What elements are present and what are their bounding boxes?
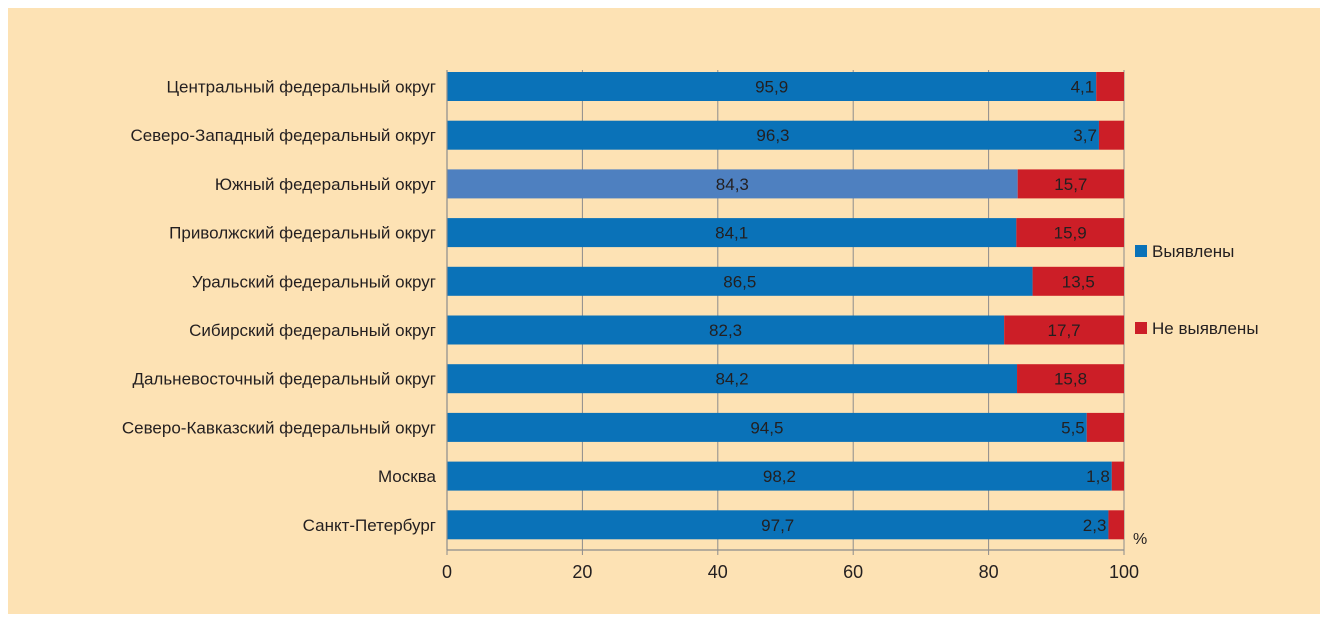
bar-not-detected <box>1017 364 1124 394</box>
data-label-not-detected: 17,7 <box>1048 321 1081 340</box>
category-label: Сибирский федеральный округ <box>189 321 436 340</box>
x-tick-label: 0 <box>442 562 452 582</box>
bar-detected <box>447 412 1087 442</box>
bar-not-detected <box>1111 461 1124 491</box>
data-label-detected: 84,1 <box>715 224 748 243</box>
bar-not-detected <box>1086 412 1124 442</box>
bar-not-detected <box>1108 510 1124 540</box>
bar-detected <box>447 315 1005 345</box>
data-label-detected: 95,9 <box>755 78 788 97</box>
x-tick-label: 60 <box>843 562 863 582</box>
category-label: Санкт-Петербург <box>303 516 436 535</box>
bar-not-detected <box>1096 72 1124 101</box>
data-label-detected: 94,5 <box>750 418 783 437</box>
legend-label: Не выявлены <box>1152 319 1259 338</box>
data-label-not-detected: 5,5 <box>1061 418 1085 437</box>
bar-detected <box>447 72 1097 101</box>
bar-not-detected <box>1017 169 1124 199</box>
bar-detected <box>447 510 1109 540</box>
x-tick-label: 100 <box>1109 562 1139 582</box>
legend-swatch <box>1135 245 1147 257</box>
bar-detected <box>447 364 1018 394</box>
bar-not-detected <box>1032 266 1124 296</box>
data-label-detected: 96,3 <box>756 126 789 145</box>
legend-swatch <box>1135 322 1147 334</box>
category-label: Северо-Кавказский федеральный округ <box>122 418 436 437</box>
data-label-not-detected: 1,8 <box>1086 467 1110 486</box>
data-label-not-detected: 15,7 <box>1054 175 1087 194</box>
bar-not-detected <box>1016 218 1124 248</box>
data-label-detected: 97,7 <box>761 516 794 535</box>
data-label-detected: 98,2 <box>763 467 796 486</box>
data-label-not-detected: 15,8 <box>1054 370 1087 389</box>
data-label-not-detected: 4,1 <box>1071 78 1095 97</box>
data-label-not-detected: 13,5 <box>1062 272 1095 291</box>
data-label-detected: 82,3 <box>709 321 742 340</box>
bar-not-detected <box>1004 315 1124 345</box>
x-tick-label: 20 <box>572 562 592 582</box>
category-label: Дальневосточный федеральный округ <box>132 370 436 389</box>
data-label-detected: 84,2 <box>715 370 748 389</box>
bar-detected <box>447 266 1033 296</box>
x-tick-label: 40 <box>708 562 728 582</box>
data-label-not-detected: 15,9 <box>1054 224 1087 243</box>
data-label-detected: 86,5 <box>723 272 756 291</box>
x-tick-label: 80 <box>979 562 999 582</box>
data-label-detected: 84,3 <box>716 175 749 194</box>
bar-not-detected <box>1098 120 1124 150</box>
bar-detected <box>447 169 1018 199</box>
data-label-not-detected: 2,3 <box>1083 516 1107 535</box>
category-label: Уральский федеральный округ <box>192 272 436 291</box>
x-axis-unit: % <box>1133 531 1147 548</box>
bar-detected <box>447 461 1112 491</box>
bar-detected <box>447 120 1099 150</box>
bar-detected <box>447 218 1017 248</box>
category-label: Москва <box>378 467 437 486</box>
legend-label: Выявлены <box>1152 242 1234 261</box>
category-label: Южный федеральный округ <box>215 175 436 194</box>
category-label: Северо-Западный федеральный округ <box>130 126 436 145</box>
category-label: Приволжский федеральный округ <box>169 224 436 243</box>
category-label: Центральный федеральный округ <box>166 78 436 97</box>
data-label-not-detected: 3,7 <box>1073 126 1097 145</box>
